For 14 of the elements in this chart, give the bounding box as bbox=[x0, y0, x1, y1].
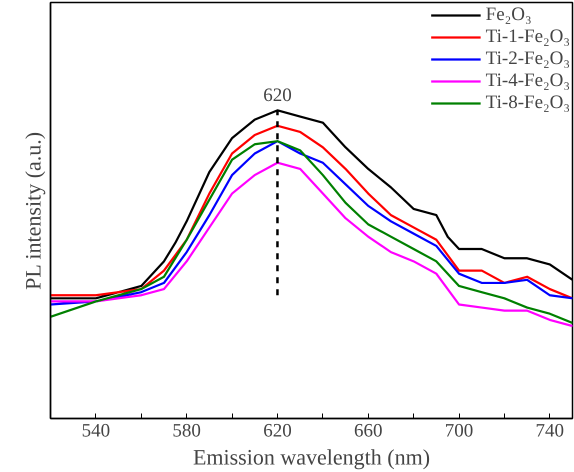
x-tick-label: 740 bbox=[536, 420, 564, 442]
y-axis-title: PL intensity (a.u.) bbox=[20, 132, 46, 290]
x-tick-label: 580 bbox=[172, 420, 201, 442]
ref-line-label: 620 bbox=[263, 85, 292, 106]
legend-label: Ti-4-Fe₂O₃ bbox=[486, 70, 570, 92]
x-tick-label: 540 bbox=[82, 420, 110, 442]
legend-label: Ti-2-Fe₂O₃ bbox=[486, 48, 570, 70]
x-tick-label: 700 bbox=[444, 420, 474, 442]
legend-label: Ti-1-Fe₂O₃ bbox=[486, 26, 570, 48]
x-tick-label: 620 bbox=[263, 420, 292, 442]
legend-label: Ti-8-Fe₂O₃ bbox=[486, 92, 570, 114]
x-axis-title: Emission wavelength (nm) bbox=[192, 444, 430, 470]
legend-label: Fe₂O₃ bbox=[486, 4, 532, 26]
x-tick-label: 660 bbox=[354, 420, 382, 442]
